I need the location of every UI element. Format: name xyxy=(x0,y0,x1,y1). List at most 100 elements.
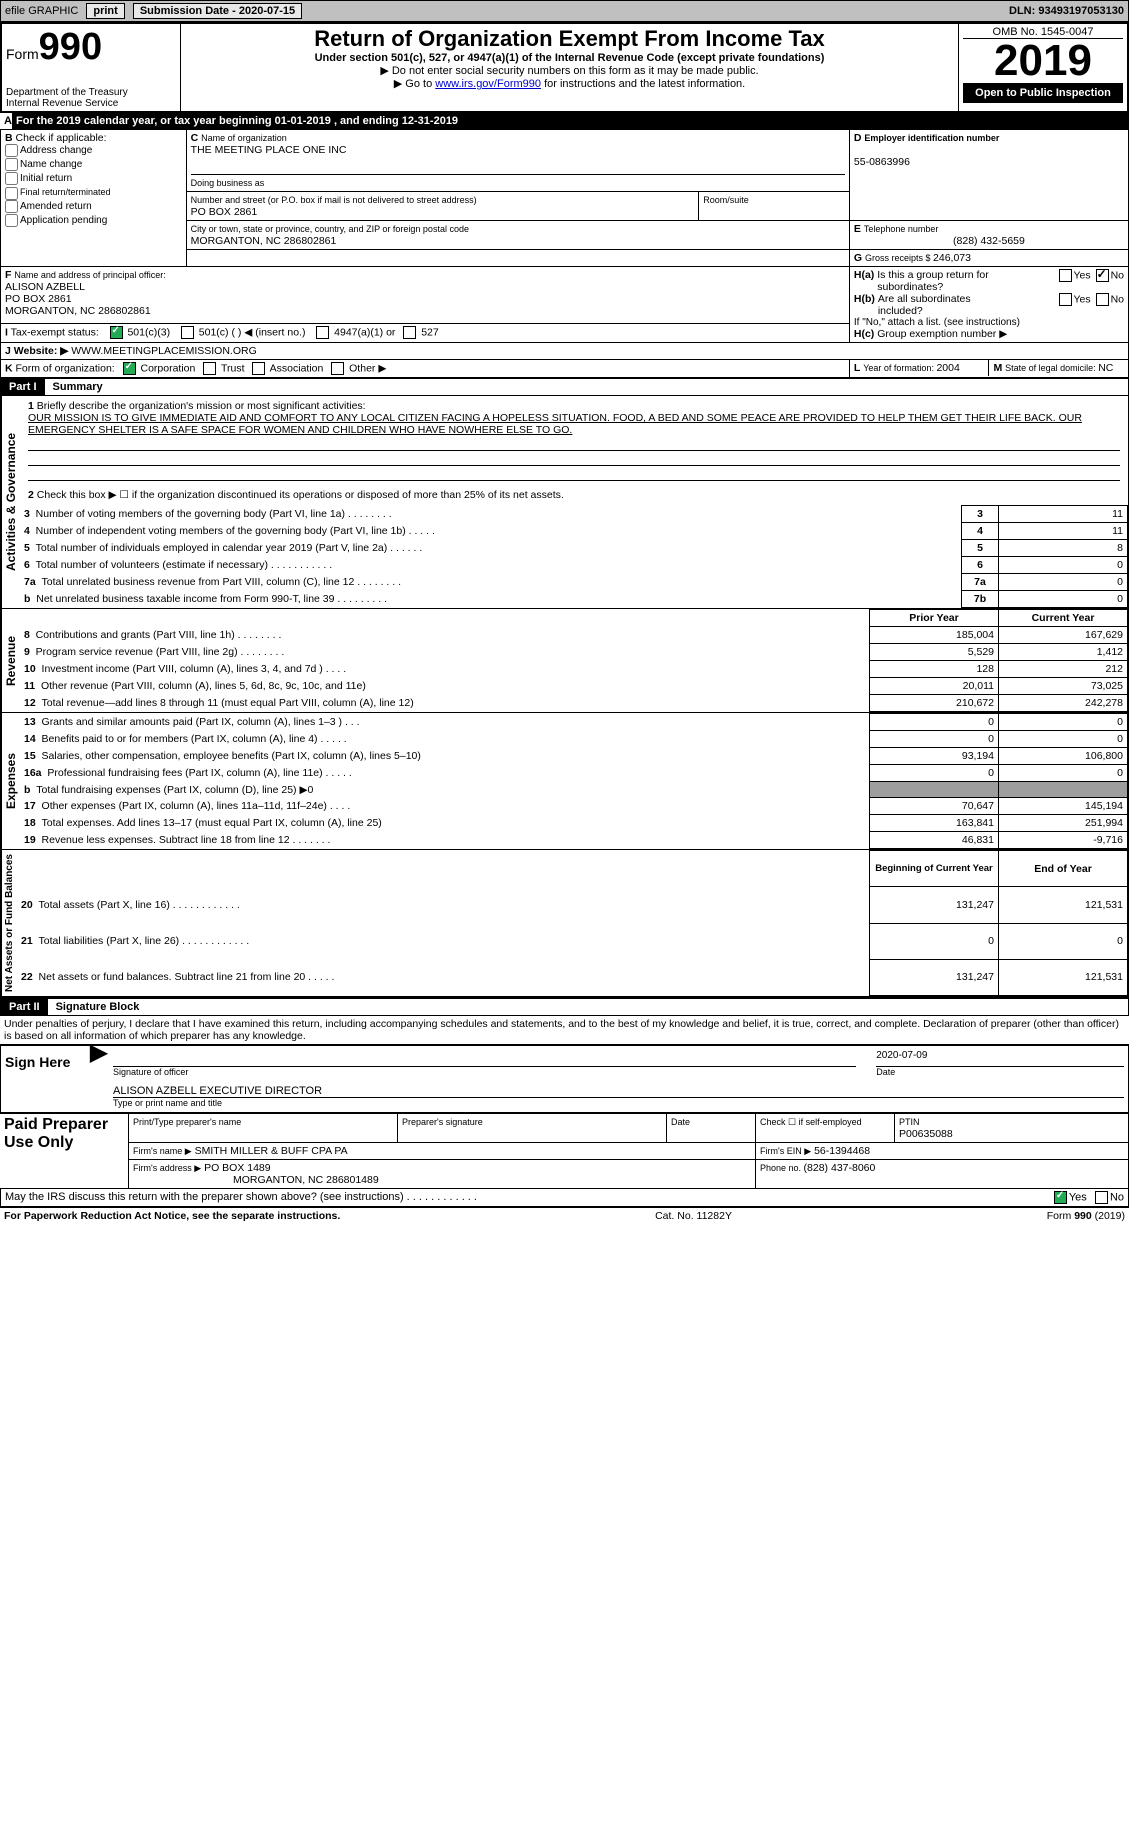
table-row: b Net unrelated business taxable income … xyxy=(20,591,1128,608)
cb-corp[interactable] xyxy=(123,362,136,375)
cb-text: Final return/terminated xyxy=(20,187,111,197)
cal-mid: , and ending xyxy=(331,115,402,127)
year-form-label: Year of formation: xyxy=(863,363,936,373)
label-j: J xyxy=(5,345,11,357)
side-expenses: Expenses xyxy=(1,713,20,849)
hc-text: Group exemption number ▶ xyxy=(877,328,1007,340)
table-row: 19 Revenue less expenses. Subtract line … xyxy=(20,832,1128,849)
cb-501c[interactable] xyxy=(181,326,194,339)
city-value: MORGANTON, NC 286802861 xyxy=(191,235,337,247)
ha-no[interactable] xyxy=(1096,269,1109,282)
top-toolbar: efile GRAPHIC print Submission Date - 20… xyxy=(0,0,1129,22)
hb-no[interactable] xyxy=(1096,293,1109,306)
table-row: 21 Total liabilities (Part X, line 26) .… xyxy=(17,923,1128,959)
label-m: M xyxy=(993,362,1002,374)
cb-527[interactable] xyxy=(403,326,416,339)
firm-addr-value: PO BOX 1489 xyxy=(204,1162,271,1174)
year-form-value: 2004 xyxy=(936,362,959,374)
dln-label: DLN: xyxy=(1009,5,1038,17)
cb-4947[interactable] xyxy=(316,326,329,339)
phone-label: Telephone number xyxy=(864,224,939,234)
label-e: E xyxy=(854,223,861,235)
cb-initial-return[interactable]: Initial return xyxy=(5,172,182,186)
label-f: F xyxy=(5,269,11,281)
opt-527: 527 xyxy=(421,326,439,338)
cb-other[interactable] xyxy=(331,362,344,375)
sig-date-label: Date xyxy=(876,1067,1124,1077)
efile-label: efile GRAPHIC xyxy=(5,5,78,17)
opt-assoc: Association xyxy=(270,362,324,374)
cal-pre: For the 2019 calendar year, or tax year … xyxy=(16,115,275,127)
cb-assoc[interactable] xyxy=(252,362,265,375)
table-row: 17 Other expenses (Part IX, column (A), … xyxy=(20,798,1128,815)
firm-ein-value: 56-1394468 xyxy=(814,1145,870,1157)
identity-block: B Check if applicable: Address change Na… xyxy=(0,129,1129,378)
sign-here-label: Sign Here xyxy=(1,1046,89,1112)
hb-text: Are all subordinates included? xyxy=(878,293,1008,317)
label-a: A xyxy=(4,115,12,127)
form-org-label: Form of organization: xyxy=(16,362,115,374)
discuss-no[interactable] xyxy=(1095,1191,1108,1204)
room-label: Room/suite xyxy=(703,195,749,205)
cb-501c3[interactable] xyxy=(110,326,123,339)
firm-phone-value: (828) 437-8060 xyxy=(804,1162,876,1174)
cb-name-change[interactable]: Name change xyxy=(5,158,182,172)
table-row: 4 Number of independent voting members o… xyxy=(20,523,1128,540)
cb-final-return[interactable]: Final return/terminated xyxy=(5,186,182,199)
side-netassets: Net Assets or Fund Balances xyxy=(1,850,17,996)
open-public: Open to Public Inspection xyxy=(963,83,1123,103)
instructions-link[interactable]: www.irs.gov/Form990 xyxy=(435,78,541,90)
department: Department of the Treasury Internal Reve… xyxy=(6,87,176,109)
firm-name-value: SMITH MILLER & BUFF CPA PA xyxy=(195,1145,348,1157)
submission-date: Submission Date - 2020-07-15 xyxy=(133,3,302,19)
gross-label: Gross receipts $ xyxy=(865,253,933,263)
hb-yes[interactable] xyxy=(1059,293,1072,306)
discuss-yes[interactable] xyxy=(1054,1191,1067,1204)
ptin-label: PTIN xyxy=(899,1117,920,1127)
revenue-section: Revenue Prior YearCurrent Year8 Contribu… xyxy=(0,609,1129,713)
table-row: 14 Benefits paid to or for members (Part… xyxy=(20,731,1128,748)
print-button[interactable]: print xyxy=(86,3,124,19)
label-ha: H(a) xyxy=(854,269,874,281)
governance-section: Activities & Governance 1 Briefly descri… xyxy=(0,396,1129,609)
label-hb: H(b) xyxy=(854,293,875,305)
firm-ein-label: Firm's EIN ▶ xyxy=(760,1146,811,1156)
cb-trust[interactable] xyxy=(203,362,216,375)
label-k: K xyxy=(5,362,13,374)
phone-value: (828) 432-5659 xyxy=(854,235,1124,247)
governance-table: 3 Number of voting members of the govern… xyxy=(20,505,1128,608)
prep-name-label: Print/Type preparer's name xyxy=(133,1117,241,1127)
netassets-section: Net Assets or Fund Balances Beginning of… xyxy=(0,850,1129,998)
domicile-label: State of legal domicile: xyxy=(1005,363,1098,373)
opt-trust: Trust xyxy=(221,362,245,374)
cb-amended-return[interactable]: Amended return xyxy=(5,200,182,214)
ein-label: Employer identification number xyxy=(864,133,999,143)
cb-application-pending[interactable]: Application pending xyxy=(5,214,182,228)
table-row: 18 Total expenses. Add lines 13–17 (must… xyxy=(20,815,1128,832)
ha-yes[interactable] xyxy=(1059,269,1072,282)
note-pre: ▶ Go to xyxy=(394,78,435,90)
form-header: Form990 Department of the Treasury Inter… xyxy=(0,22,1129,113)
table-row: 3 Number of voting members of the govern… xyxy=(20,506,1128,523)
cb-address-change[interactable]: Address change xyxy=(5,144,182,158)
prep-sig-label: Preparer's signature xyxy=(402,1117,483,1127)
signature-block: Sign Here ▶ Signature of officer 2020-07… xyxy=(0,1044,1129,1113)
street-label: Number and street (or P.O. box if mail i… xyxy=(191,195,477,205)
footer-left: For Paperwork Reduction Act Notice, see … xyxy=(4,1210,340,1222)
label-g: G xyxy=(854,252,862,264)
website-value: WWW.MEETINGPLACEMISSION.ORG xyxy=(71,345,257,357)
firm-addr-label: Firm's address ▶ xyxy=(133,1163,201,1173)
opt-501c: 501(c) ( ) ◀ (insert no.) xyxy=(199,326,306,338)
opt-other: Other ▶ xyxy=(349,362,386,374)
table-row: 16a Professional fundraising fees (Part … xyxy=(20,765,1128,782)
mission-text: OUR MISSION IS TO GIVE IMMEDIATE AID AND… xyxy=(28,412,1082,436)
dln: DLN: 93493197053130 xyxy=(1009,5,1124,17)
q1-num: 1 xyxy=(28,400,34,412)
ein-value: 55-0863996 xyxy=(854,156,910,168)
submission-label: Submission Date - xyxy=(140,5,239,17)
arrow-icon: ▶ xyxy=(89,1046,109,1112)
cb-text: Name change xyxy=(20,159,82,170)
line-a: For the 2019 calendar year, or tax year … xyxy=(0,113,1129,129)
footer-mid: Cat. No. 11282Y xyxy=(655,1210,732,1222)
table-row: b Total fundraising expenses (Part IX, c… xyxy=(20,782,1128,798)
